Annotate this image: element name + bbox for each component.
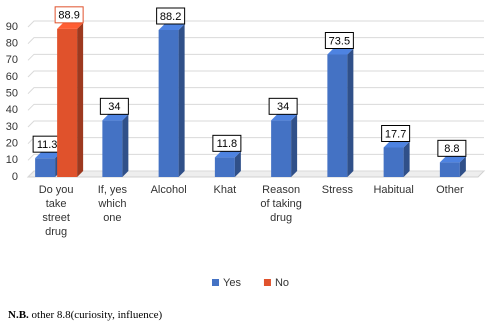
- x-tick-text: Reason of taking drug: [260, 184, 302, 224]
- data-label-box: [212, 134, 242, 152]
- data-label-box: [99, 97, 129, 115]
- bar-front: [102, 120, 123, 177]
- bar-side: [347, 48, 354, 177]
- footnote: N.B. other 8.8(curiosity, influence): [8, 309, 162, 321]
- bar: [158, 24, 185, 177]
- grid-line: [27, 20, 484, 28]
- legend-swatch: [212, 279, 219, 286]
- x-tick-text: Habitual: [373, 184, 414, 196]
- bar-side: [178, 24, 185, 177]
- data-label: 88.2: [160, 11, 181, 23]
- bar-front: [383, 147, 404, 177]
- y-tick-label: 30: [6, 121, 18, 133]
- bar-side: [234, 151, 241, 177]
- grid-line: [27, 120, 484, 128]
- grid-line: [27, 70, 484, 78]
- bar-front: [327, 54, 348, 177]
- bar: [439, 156, 466, 177]
- bar-side: [291, 114, 298, 177]
- x-tick-label: Khat: [195, 183, 255, 197]
- bar-top: [327, 48, 354, 55]
- x-tick-text: Stress: [321, 184, 353, 196]
- bar-side: [459, 156, 466, 177]
- x-tick-label: Do you take street drug: [26, 183, 86, 239]
- x-tick-label: Other: [420, 183, 480, 197]
- bar-front: [439, 162, 460, 177]
- grid-line: [27, 103, 484, 111]
- bar: [57, 22, 84, 178]
- x-tick-label: Stress: [307, 183, 367, 197]
- data-label-box: [54, 6, 84, 24]
- y-tick-label: 70: [6, 54, 18, 66]
- y-tick-label: 10: [6, 154, 18, 166]
- data-label: 73.5: [329, 35, 350, 47]
- data-label: 34: [108, 101, 120, 113]
- bar-side: [77, 22, 84, 178]
- bar-front: [57, 28, 78, 178]
- y-tick-label: 90: [6, 21, 18, 33]
- grid-line: [27, 137, 484, 145]
- bar-top: [35, 152, 62, 159]
- y-tick-label: 40: [6, 104, 18, 116]
- data-label: 17.7: [385, 128, 406, 140]
- y-tick-label: 80: [6, 38, 18, 50]
- grid-line: [27, 37, 484, 45]
- note-text: other 8.8(curiosity, influence): [31, 309, 163, 321]
- bar: [383, 141, 410, 177]
- bar-top: [102, 114, 129, 121]
- data-label: 11.8: [217, 138, 238, 150]
- grid-line: [27, 153, 484, 161]
- data-label-box: [156, 7, 186, 25]
- grid-line: [27, 87, 484, 95]
- data-label-box: [437, 139, 467, 157]
- grid-line: [27, 53, 484, 61]
- y-tick-label: 60: [6, 71, 18, 83]
- data-label: 88.9: [58, 10, 79, 22]
- bar-top: [214, 151, 241, 158]
- data-label: 8.8: [444, 143, 459, 155]
- x-tick-text: If, yes which one: [97, 184, 128, 224]
- data-label: 11.3: [37, 139, 58, 151]
- bar-front: [271, 120, 292, 177]
- bar-top: [439, 156, 466, 163]
- legend-label: No: [275, 277, 289, 289]
- legend-swatch: [263, 279, 271, 286]
- legend-label: Yes: [223, 277, 241, 289]
- bar-side: [122, 114, 129, 177]
- bar-front: [158, 30, 179, 177]
- y-tick-label: 50: [6, 88, 18, 100]
- chart: 0 10 20 30 40 50 60 70 80 90 11.3 88.9 34 88.2 11.8 34 7…: [6, 6, 486, 289]
- data-label-box: [324, 32, 354, 49]
- bar-top: [158, 24, 185, 30]
- bar: [102, 114, 129, 177]
- x-tick-text: Khat: [213, 184, 237, 196]
- bar-top: [57, 22, 84, 29]
- bar-top: [271, 114, 298, 121]
- x-tick-label: If, yes which one: [82, 183, 142, 225]
- floor: [26, 170, 486, 178]
- bar: [271, 114, 298, 177]
- data-label: 34: [277, 101, 289, 113]
- bar: [214, 151, 241, 177]
- bar: [327, 48, 354, 177]
- y-tick-label: 20: [6, 138, 18, 150]
- x-tick-label: Reason of taking drug: [251, 183, 311, 225]
- bar-front: [214, 157, 235, 177]
- bar-top: [383, 141, 410, 148]
- data-label-box: [381, 125, 411, 142]
- x-tick-text: Alcohol: [150, 184, 187, 196]
- bar-front: [35, 158, 56, 177]
- x-tick-label: Habitual: [364, 183, 424, 197]
- x-tick-label: Alcohol: [139, 183, 199, 197]
- bar-side: [403, 141, 410, 177]
- data-label-box: [268, 97, 298, 115]
- y-tick-label: 0: [12, 171, 18, 183]
- note-label: N.B.: [8, 309, 29, 321]
- x-tick-text: Do you take street drug: [38, 184, 74, 238]
- x-tick-text: Other: [436, 184, 464, 196]
